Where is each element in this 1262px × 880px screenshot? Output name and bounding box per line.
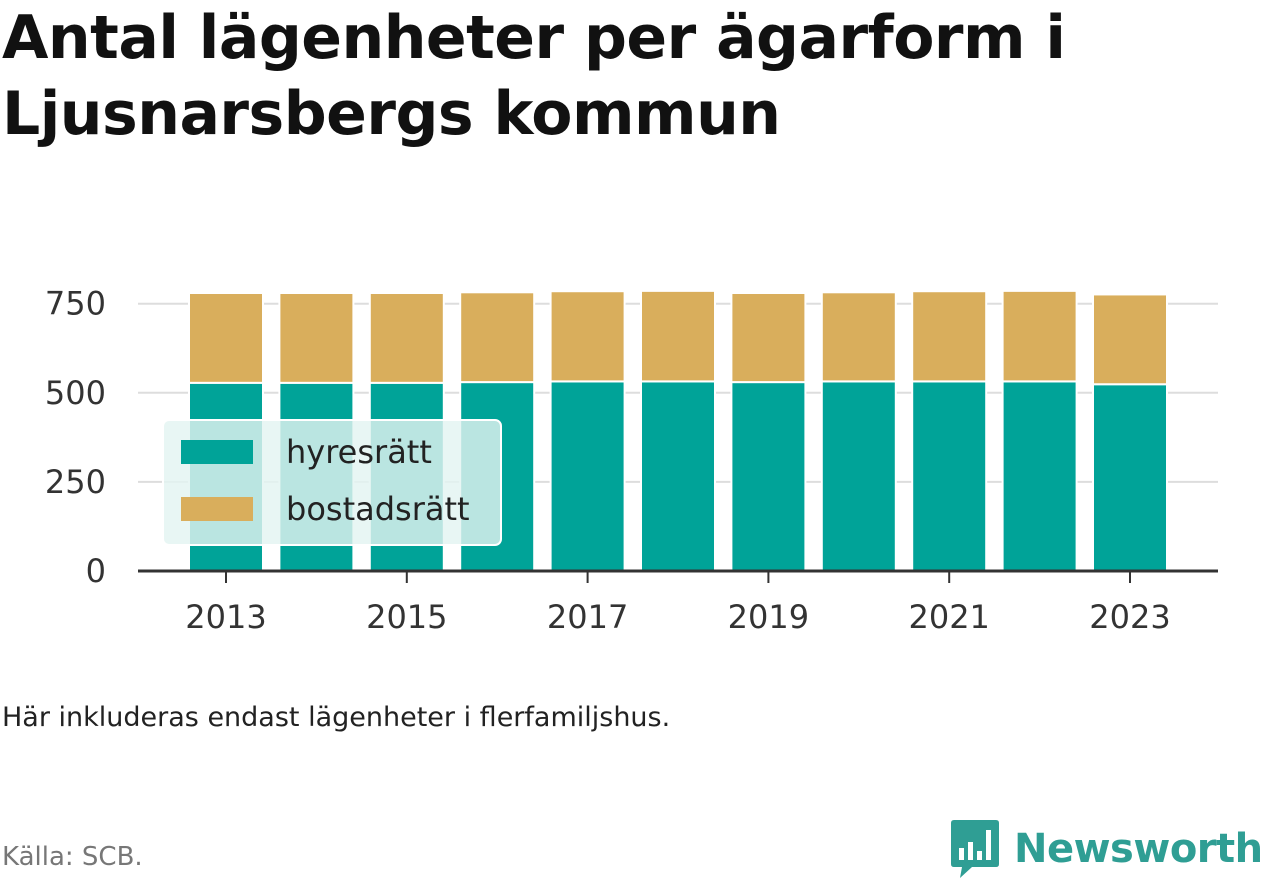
bar-bostadsratt-2017 xyxy=(549,290,626,383)
y-tick-label: 250 xyxy=(45,463,106,501)
bar-bostadsratt-2019 xyxy=(730,292,807,384)
bar-bostadsratt-2015 xyxy=(368,292,445,384)
bar-bostadsratt-2014 xyxy=(278,292,355,384)
legend-label: bostadsrätt xyxy=(286,490,470,528)
chart-note: Här inkluderas endast lägenheter i flerf… xyxy=(2,702,671,733)
legend: hyresrätt bostadsrätt xyxy=(162,419,502,546)
bar-bostadsratt-2013 xyxy=(188,292,264,384)
bar-hyresratt-2020 xyxy=(820,380,897,572)
newsworthy-logo: Newsworthy xyxy=(950,818,1262,880)
bar-hyresratt-2022 xyxy=(1001,380,1078,572)
x-tick-label: 2023 xyxy=(1089,598,1170,636)
source-text: Källa: SCB. xyxy=(2,842,143,872)
brand-name: Newsworthy xyxy=(1014,826,1262,872)
x-tick-label: 2017 xyxy=(547,598,628,636)
bar-hyresratt-2018 xyxy=(640,380,716,572)
legend-swatch xyxy=(181,440,253,464)
bar-bostadsratt-2022 xyxy=(1001,289,1078,383)
bar-hyresratt-2019 xyxy=(730,381,807,572)
y-tick-label: 500 xyxy=(45,374,106,412)
bars xyxy=(188,289,1168,572)
bar-bostadsratt-2021 xyxy=(911,290,988,383)
bar-bostadsratt-2023 xyxy=(1092,293,1168,386)
bar-bostadsratt-2016 xyxy=(459,291,536,384)
legend-swatch xyxy=(181,497,253,521)
chart-title: Antal lägenheter per ägarform i Ljusnars… xyxy=(2,3,1066,149)
x-tick-label: 2021 xyxy=(908,598,989,636)
x-tick-label: 2013 xyxy=(185,598,266,636)
y-tick-labels: 0 250 500 750 xyxy=(45,285,106,590)
bar-bostadsratt-2018 xyxy=(640,289,716,383)
bar-bostadsratt-2020 xyxy=(820,291,897,383)
newsworthy-icon xyxy=(951,820,999,878)
bar-hyresratt-2021 xyxy=(911,380,988,572)
x-axis: 2013 2015 2017 2019 2021 2023 xyxy=(138,569,1218,636)
x-tick-label: 2019 xyxy=(728,598,809,636)
y-tick-label: 750 xyxy=(45,285,106,323)
legend-label: hyresrätt xyxy=(286,433,432,471)
bar-hyresratt-2023 xyxy=(1092,383,1168,572)
bar-hyresratt-2017 xyxy=(549,380,626,572)
x-tick-label: 2015 xyxy=(366,598,447,636)
stacked-bar-chart: 0 250 500 750 2013 2015 2017 2019 2021 2023 hyre… xyxy=(45,285,1218,636)
y-tick-label: 0 xyxy=(86,552,106,590)
